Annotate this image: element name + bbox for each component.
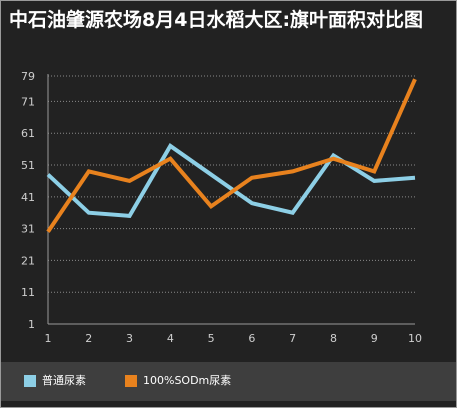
y-tick-label: 79 [21,70,35,83]
y-tick-label: 51 [21,159,35,172]
legend-label-series-1: 普通尿素 [42,374,86,387]
chart-title: 中石油肇源农场8月4日水稻大区:旗叶面积对比图 [9,9,424,31]
legend-label-series-2: 100%SODm尿素 [143,374,232,387]
series-line-2 [46,78,417,233]
legend: 普通尿素 100%SODm尿素 [1,362,456,401]
y-tick-label: 11 [21,286,35,299]
x-tick-label: 1 [45,332,52,345]
x-tick-label: 4 [167,332,174,345]
y-tick-label: 31 [21,223,35,236]
x-tick-label: 3 [126,332,133,345]
x-tick-label: 2 [85,332,92,345]
x-tick-label: 10 [408,332,422,345]
legend-swatch-series-2 [125,375,137,387]
x-tick-label: 7 [289,332,296,345]
x-tick-label: 5 [208,332,215,345]
x-tick-label: 8 [330,332,337,345]
series-line-1 [46,143,416,218]
y-tick-label: 61 [21,127,35,140]
x-tick-label: 6 [248,332,255,345]
y-tick-label: 71 [21,95,35,108]
y-tick-label: 41 [21,191,35,204]
x-tick-label: 9 [371,332,378,345]
y-tick-label: 1 [28,318,35,331]
legend-swatch-series-1 [24,375,36,387]
y-tick-label: 21 [21,254,35,267]
